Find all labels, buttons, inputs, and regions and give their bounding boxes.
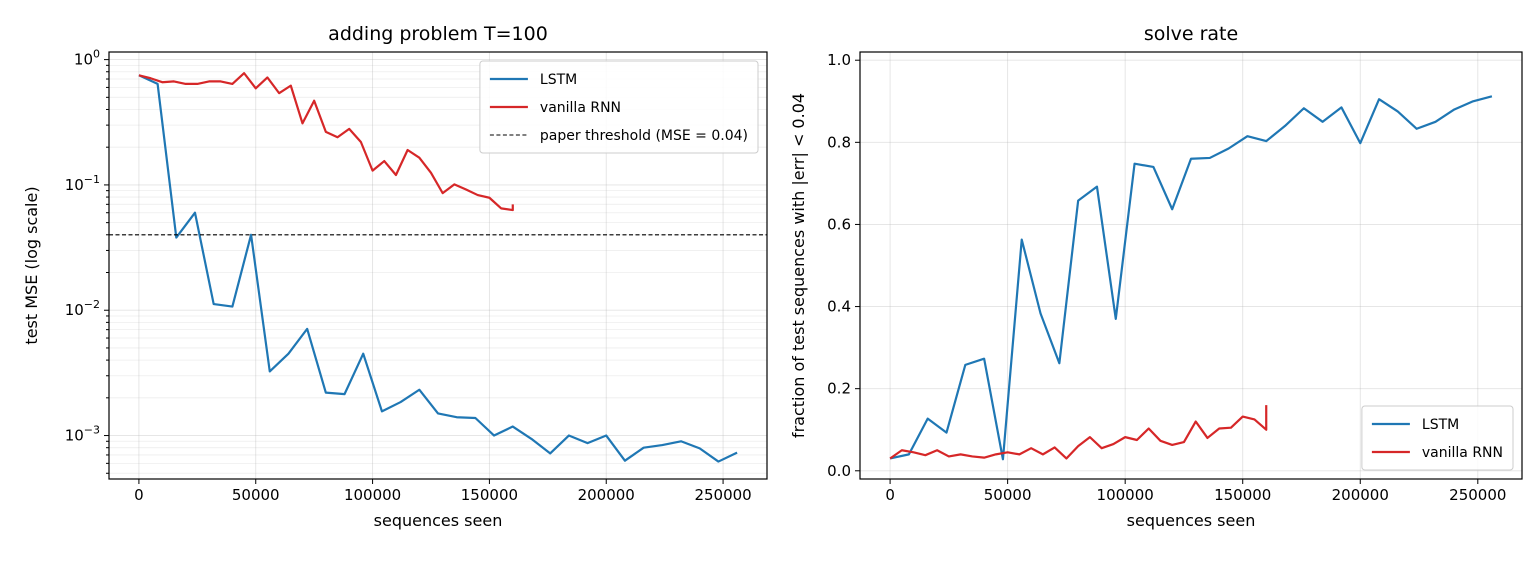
legend-label-paper-threshold-mse-0-04: paper threshold (MSE = 0.04) <box>540 128 748 144</box>
y-tick-label: 10−1 <box>65 173 100 194</box>
x-axis-label: sequences seen <box>374 511 503 530</box>
x-tick-label: 200000 <box>1332 486 1389 504</box>
x-tick-label: 100000 <box>1097 486 1154 504</box>
x-axis-label: sequences seen <box>1127 511 1256 530</box>
y-tick-label: 100 <box>74 48 100 69</box>
x-tick-label: 150000 <box>461 486 518 504</box>
x-tick-label: 100000 <box>344 486 401 504</box>
x-tick-label: 250000 <box>694 486 751 504</box>
x-axis: 0 50000 100000 150000 200000 250000 <box>134 479 752 504</box>
y-tick-label: 0.2 <box>827 380 851 398</box>
series-line-lstm <box>138 74 738 463</box>
y-tick-label: 0.0 <box>827 462 851 480</box>
legend: LSTM vanilla RNN <box>1361 405 1514 471</box>
y-tick-label: 1.0 <box>827 51 851 69</box>
legend-label-lstm: LSTM <box>1422 417 1459 433</box>
legend-label-vanilla-rnn: vanilla RNN <box>540 100 621 116</box>
x-tick-label: 200000 <box>578 486 635 504</box>
chart-title: solve rate <box>1144 23 1238 45</box>
chart-solve-rate: 0 50000 100000 150000 200000 2500000.00.20.40… <box>789 23 1523 530</box>
series-group <box>109 72 767 463</box>
chart-adding-problem: 0 50000 100000 150000 200000 25000010−310−210… <box>22 23 768 530</box>
series-line-lstm <box>889 95 1493 461</box>
series-line-vanilla-rnn <box>889 405 1268 460</box>
y-axis-label: test MSE (log scale) <box>22 186 41 344</box>
series-line-vanilla-rnn <box>138 72 514 212</box>
plot-frame <box>108 51 768 480</box>
x-tick-label: 250000 <box>1449 486 1506 504</box>
y-axis: 10−3 10−2 10−1 100 <box>65 48 109 474</box>
legend-box <box>1361 405 1514 471</box>
x-axis: 0 50000 100000 150000 200000 250000 <box>885 479 1506 504</box>
x-tick-label: 150000 <box>1214 486 1271 504</box>
x-tick-label: 0 <box>134 486 144 504</box>
y-axis: 0.0 0.2 0.4 0.6 0.8 1.0 <box>827 51 860 480</box>
x-tick-label: 0 <box>885 486 895 504</box>
chart-title: adding problem T=100 <box>328 23 548 45</box>
x-tick-label: 50000 <box>984 486 1032 504</box>
legend-label-lstm: LSTM <box>540 72 577 88</box>
y-tick-label: 0.4 <box>827 298 851 316</box>
y-tick-label: 10−2 <box>65 298 100 319</box>
y-axis-label: fraction of test sequences with |err| < … <box>789 93 808 438</box>
legend-label-vanilla-rnn: vanilla RNN <box>1422 445 1503 461</box>
legend: LSTM vanilla RNN paper threshold (MSE = 0.… <box>479 60 759 154</box>
x-tick-label: 50000 <box>232 486 280 504</box>
y-tick-label: 0.6 <box>827 215 851 233</box>
legend-box <box>479 60 759 154</box>
plot-frame <box>859 51 1523 480</box>
y-tick-label: 0.8 <box>827 133 851 151</box>
y-tick-label: 10−3 <box>65 424 100 445</box>
series-group <box>889 95 1493 461</box>
